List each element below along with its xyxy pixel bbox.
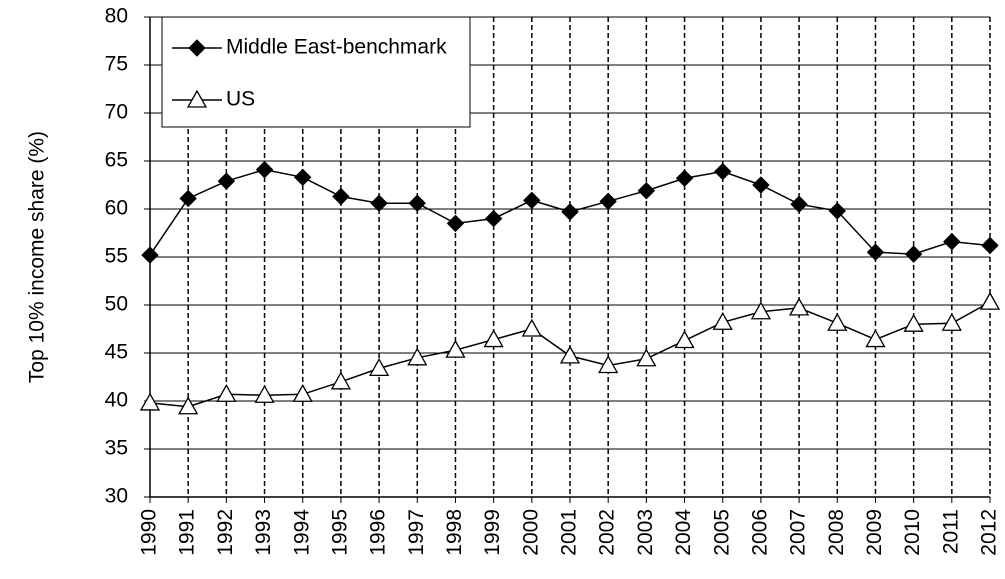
legend-label: US	[226, 88, 255, 111]
x-tick-label: 1994	[290, 509, 313, 556]
point	[178, 396, 199, 415]
point	[941, 312, 962, 331]
point	[445, 339, 466, 358]
y-tick-label: 70	[105, 101, 128, 124]
point	[139, 392, 161, 411]
point	[370, 194, 388, 212]
point	[484, 209, 503, 228]
point	[599, 192, 617, 211]
x-tick-label: 1992	[214, 509, 237, 556]
point	[179, 189, 197, 208]
point	[368, 358, 390, 377]
legend-box	[161, 16, 471, 128]
x-tick-label: 2001	[558, 509, 581, 556]
point	[559, 345, 581, 364]
x-tick-label: 2000	[519, 509, 542, 556]
point	[217, 172, 236, 190]
point	[981, 236, 999, 255]
x-tick-label: 2002	[596, 509, 619, 556]
y-tick-label: 30	[105, 485, 128, 508]
x-tick-label: 1997	[405, 509, 428, 556]
x-tick-label: 2008	[825, 509, 848, 556]
point	[979, 291, 1001, 310]
point	[903, 313, 924, 332]
x-tick-label: 2005	[710, 509, 733, 556]
point	[636, 348, 657, 367]
point	[332, 187, 350, 206]
point	[141, 246, 159, 264]
x-tick-label: 2009	[863, 509, 886, 556]
x-tick-label: 2004	[672, 509, 695, 556]
point	[255, 160, 274, 179]
legend-marker	[188, 39, 206, 57]
point	[943, 232, 961, 251]
y-tick-label: 60	[105, 197, 128, 220]
point	[788, 297, 810, 316]
x-tick-label: 1998	[443, 509, 466, 556]
y-tick-label: 65	[105, 149, 128, 172]
y-axis-label: Top 10% income share (%)	[26, 131, 49, 383]
point	[675, 169, 694, 187]
point	[637, 182, 656, 200]
x-tick-label: 1990	[138, 509, 161, 556]
point	[521, 318, 542, 337]
point	[827, 312, 848, 331]
point	[866, 243, 885, 261]
y-tick-label: 40	[105, 389, 128, 412]
point	[598, 355, 619, 374]
point	[752, 176, 770, 194]
y-tick-label: 75	[105, 53, 128, 76]
x-tick-label: 2010	[901, 509, 924, 556]
legend-marker	[186, 89, 208, 108]
point	[408, 194, 426, 212]
point	[407, 347, 428, 366]
point	[254, 384, 275, 403]
x-tick-label: 1993	[252, 509, 275, 556]
x-tick-label: 2011	[939, 509, 962, 554]
y-tick-label: 50	[105, 293, 128, 316]
point	[790, 195, 808, 213]
point	[292, 383, 313, 402]
x-tick-label: 2007	[787, 509, 810, 556]
x-tick-label: 1999	[481, 509, 504, 556]
point	[904, 245, 923, 263]
point	[446, 214, 465, 233]
point	[330, 371, 352, 390]
x-tick-label: 2012	[978, 509, 1001, 556]
point	[865, 329, 886, 348]
x-tick-label: 2003	[634, 509, 657, 556]
y-tick-label: 80	[105, 5, 128, 28]
y-tick-label: 55	[105, 245, 128, 268]
y-tick-label: 35	[105, 437, 128, 460]
legend-label: Middle East-benchmark	[226, 36, 447, 59]
point	[828, 202, 846, 220]
point	[216, 383, 237, 402]
point	[750, 301, 772, 320]
point	[674, 330, 695, 349]
x-tick-label: 1991	[176, 509, 199, 556]
point	[712, 311, 733, 330]
x-tick-label: 1996	[367, 509, 390, 556]
y-tick-label: 45	[105, 341, 128, 364]
point	[561, 203, 579, 221]
x-tick-label: 2006	[748, 509, 771, 556]
x-tick-label: 1995	[328, 509, 351, 556]
point	[523, 191, 541, 210]
point	[294, 168, 312, 187]
point	[714, 162, 732, 181]
point	[483, 329, 504, 348]
